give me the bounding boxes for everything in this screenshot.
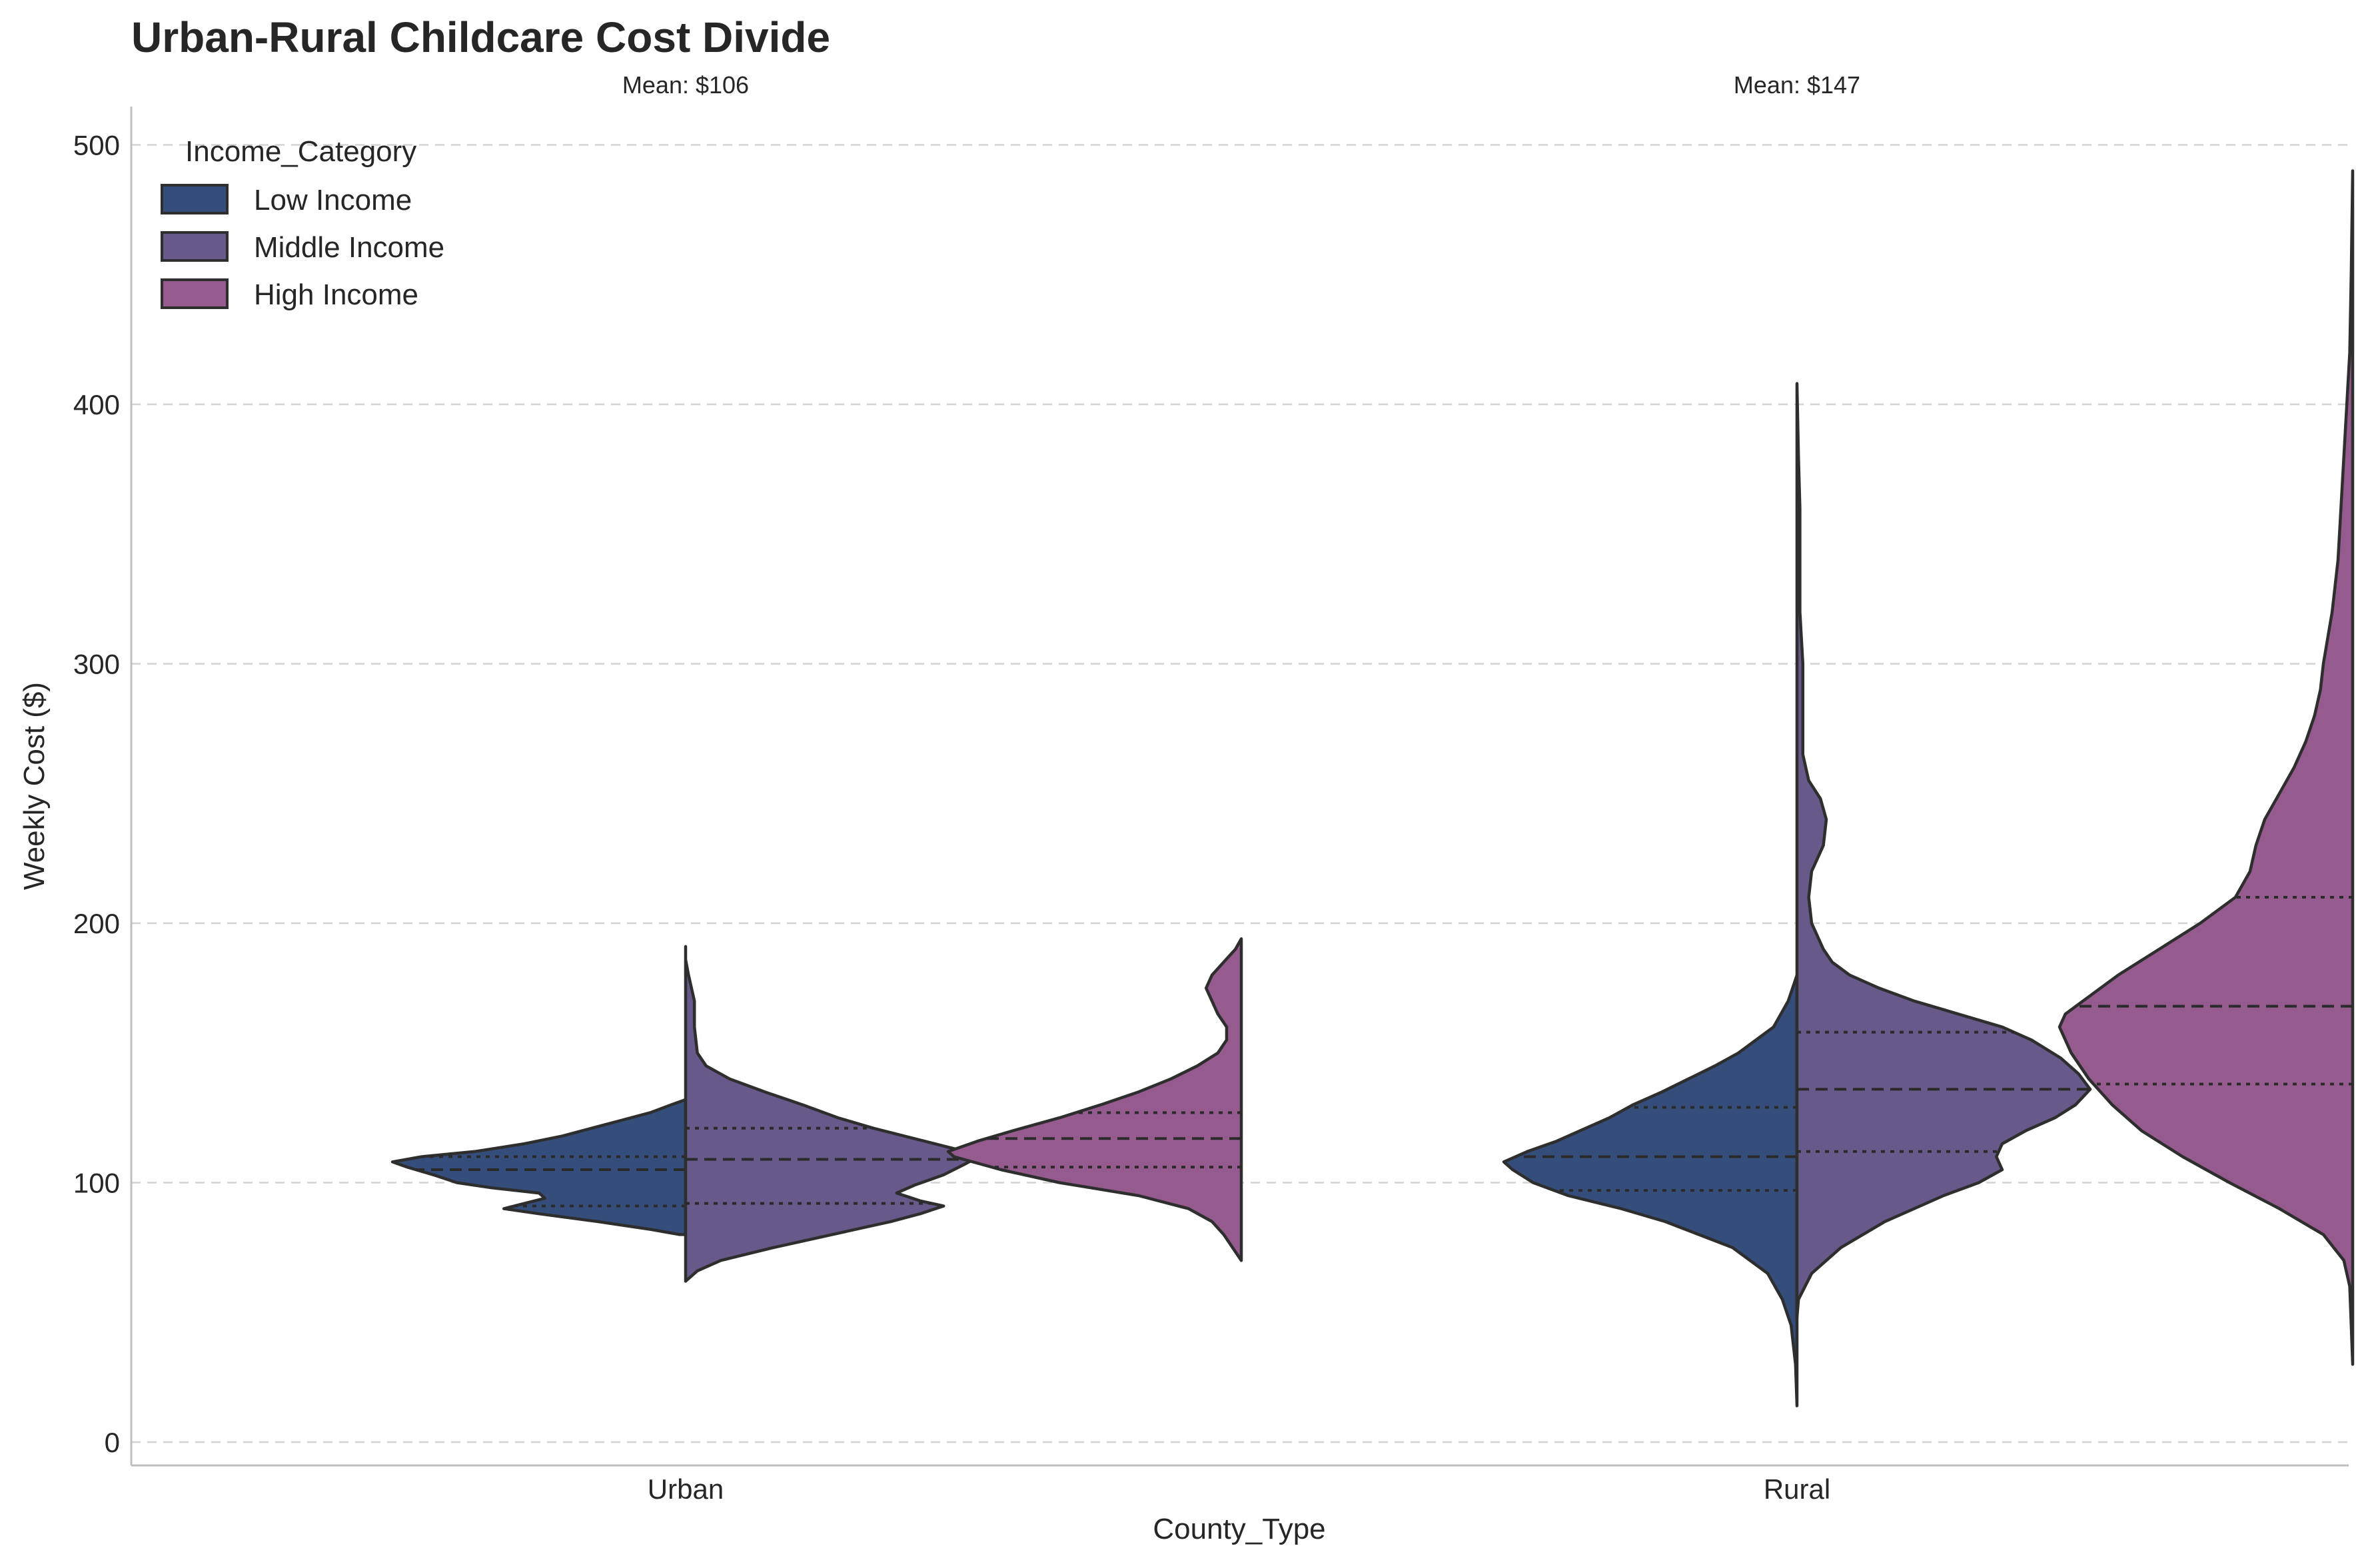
chart-title: Urban-Rural Childcare Cost Divide bbox=[131, 13, 830, 61]
legend-label-low-income: Low Income bbox=[254, 184, 412, 216]
y-tick-label: 400 bbox=[73, 389, 120, 420]
y-tick-label: 0 bbox=[105, 1427, 120, 1458]
y-tick-label: 500 bbox=[73, 130, 120, 161]
x-axis-label: County_Type bbox=[1153, 1513, 1325, 1545]
legend-items: Low Income Middle Income High Income bbox=[161, 184, 444, 311]
y-tick-label: 300 bbox=[73, 649, 120, 680]
legend-swatch-middle-income bbox=[161, 231, 229, 262]
legend-title: Income_Category bbox=[185, 135, 416, 168]
mean-annotation: Mean: $106 bbox=[622, 71, 749, 99]
violin-rural-high-income bbox=[2058, 169, 2355, 1366]
violins bbox=[390, 169, 2355, 1407]
x-tick-label: Urban bbox=[648, 1473, 724, 1505]
violin-rural-low-income bbox=[1502, 973, 1799, 1407]
mean-annotation: Mean: $147 bbox=[1734, 71, 1860, 99]
y-tick-label: 200 bbox=[73, 908, 120, 939]
x-tick-labels: Urban Rural bbox=[648, 1473, 1830, 1505]
x-tick-label: Rural bbox=[1764, 1473, 1830, 1505]
legend-swatch-high-income bbox=[161, 278, 229, 309]
violin-urban-high-income bbox=[946, 937, 1243, 1262]
y-tick-labels: 0 100 200 300 400 500 bbox=[73, 130, 120, 1459]
y-axis-label: Weekly Cost ($) bbox=[18, 682, 51, 890]
legend-swatch-low-income bbox=[161, 184, 229, 214]
legend-label-middle-income: Middle Income bbox=[254, 231, 444, 264]
violin-rural-middle-income bbox=[1795, 382, 2092, 1320]
y-tick-label: 100 bbox=[73, 1168, 120, 1199]
violin-urban-low-income bbox=[390, 1098, 688, 1236]
legend-label-high-income: High Income bbox=[254, 278, 418, 311]
legend: Income_Category Low Income Middle Income H… bbox=[161, 135, 444, 311]
mean-annotations: Mean: $106 Mean: $147 bbox=[622, 71, 1860, 99]
